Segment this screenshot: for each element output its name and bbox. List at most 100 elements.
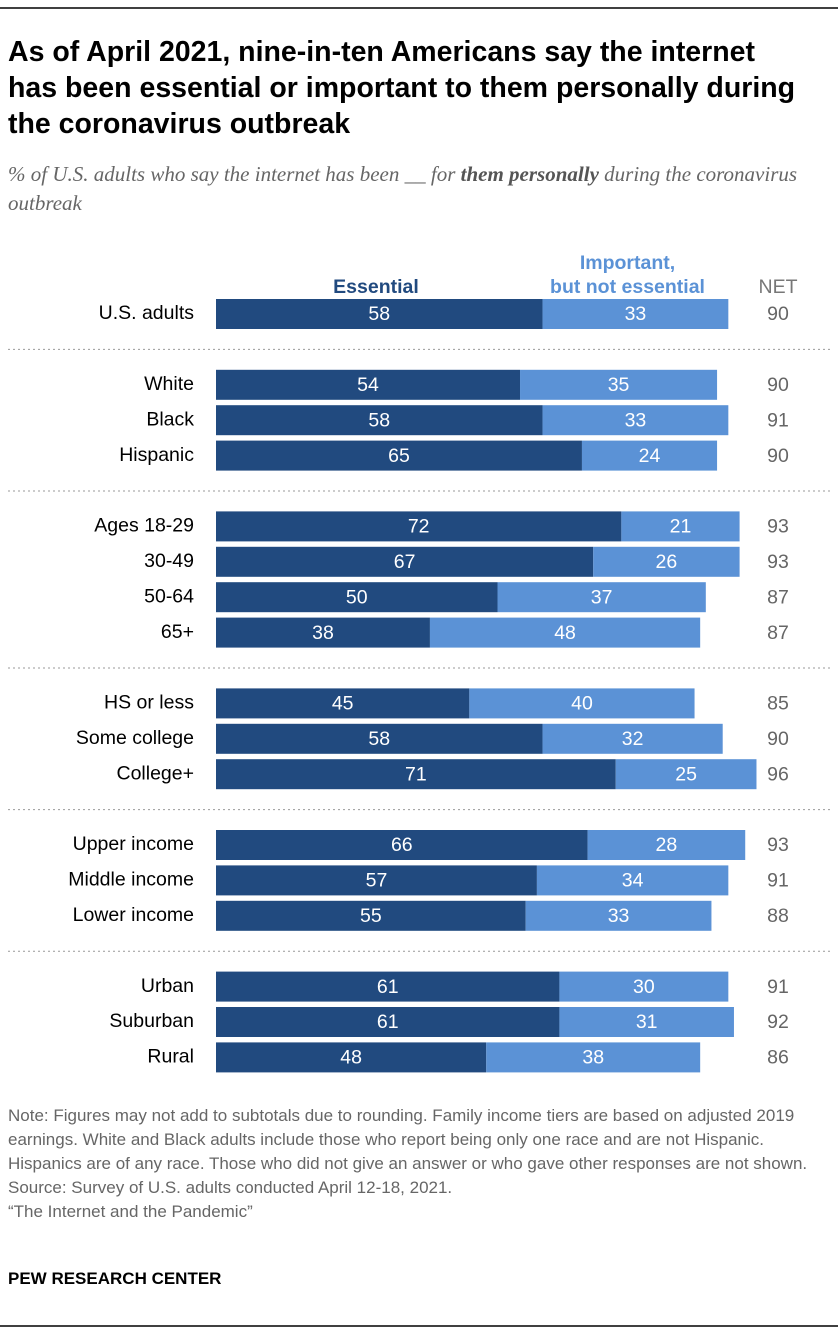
value-label: 34	[622, 870, 644, 892]
net-value: 88	[767, 905, 789, 927]
category-label: Black	[146, 408, 194, 430]
category-label: Urban	[141, 975, 194, 997]
credit: PEW RESEARCH CENTER	[8, 1269, 222, 1288]
value-label: 61	[377, 976, 399, 998]
net-value: 91	[767, 870, 789, 892]
value-label: 61	[377, 1011, 399, 1033]
value-label: 33	[625, 303, 647, 325]
value-label: 38	[582, 1047, 604, 1069]
value-label: 45	[332, 693, 354, 715]
value-label: 66	[391, 834, 413, 856]
value-label: 32	[622, 728, 644, 750]
bar-segment	[216, 369, 521, 400]
bar-segment	[216, 830, 588, 860]
value-label: 55	[360, 905, 382, 927]
note-text: Note: Figures may not add to subtotals d…	[8, 1106, 808, 1173]
category-label: Lower income	[73, 904, 194, 926]
bar-segment	[216, 971, 560, 1002]
value-label: 50	[346, 586, 368, 608]
source: Source: Survey of U.S. adults conducted …	[8, 1178, 453, 1197]
bar-segment	[520, 369, 718, 400]
net-value: 87	[767, 586, 789, 608]
bar-segment	[542, 405, 729, 436]
category-label: Hispanic	[119, 444, 194, 466]
bar-segment	[593, 546, 740, 577]
value-label: 31	[636, 1011, 658, 1033]
net-value: 85	[767, 693, 789, 715]
bar-segment	[559, 1007, 734, 1037]
bar-segment	[216, 617, 430, 648]
value-label: 65	[388, 445, 410, 467]
bar-segment	[216, 405, 543, 436]
category-label: 50-64	[144, 585, 194, 607]
value-label: 38	[312, 622, 334, 644]
net-value: 87	[767, 622, 789, 644]
category-label: College+	[116, 762, 194, 784]
bar-segment	[536, 865, 729, 896]
net-value: 90	[767, 728, 789, 750]
category-label: Upper income	[73, 833, 194, 855]
bar-segment	[216, 723, 543, 754]
bar-segment	[216, 759, 616, 790]
category-label: Ages 18-29	[94, 515, 194, 537]
category-label: Rural	[147, 1046, 194, 1068]
net-value: 92	[767, 1011, 789, 1033]
value-label: 33	[625, 409, 647, 431]
bar-segment	[581, 440, 718, 471]
category-label: 65+	[161, 621, 194, 643]
bar-segment	[542, 299, 729, 329]
bar-segment	[216, 1007, 560, 1037]
value-label: 24	[639, 445, 661, 467]
value-label: 72	[408, 516, 430, 538]
net-value: 93	[767, 834, 789, 856]
chart-title: As of April 2021, nine-in-ten Americans …	[8, 36, 796, 140]
bar-segment	[216, 546, 594, 577]
net-value: 86	[767, 1047, 789, 1069]
value-label: 28	[656, 834, 678, 856]
bar-segment	[216, 440, 582, 471]
bar-segment	[525, 900, 712, 931]
net-value: 90	[767, 374, 789, 396]
bar-segment	[469, 688, 695, 719]
value-label: 71	[405, 763, 427, 785]
value-label: 58	[368, 409, 390, 431]
bar-segment	[216, 1042, 487, 1073]
net-header: NET	[758, 276, 798, 298]
value-label: 67	[394, 551, 416, 573]
value-label: 21	[670, 516, 692, 538]
net-value: 90	[767, 303, 789, 325]
net-value: 91	[767, 409, 789, 431]
bar-segment	[559, 971, 729, 1002]
value-label: 58	[368, 303, 390, 325]
value-label: 40	[571, 693, 593, 715]
category-label: U.S. adults	[99, 302, 195, 324]
bar-segment	[216, 299, 543, 329]
report-title: “The Internet and the Pandemic”	[8, 1202, 253, 1221]
net-value: 93	[767, 516, 789, 538]
bar-segment	[429, 617, 701, 648]
net-value: 93	[767, 551, 789, 573]
bar-segment	[216, 582, 498, 613]
net-value: 90	[767, 445, 789, 467]
category-label: Some college	[76, 727, 194, 749]
subtitle-text: during the coronavirus outbreak	[8, 162, 798, 215]
bar-segment	[497, 582, 706, 613]
value-label: 37	[591, 586, 613, 608]
bar-segment	[216, 900, 526, 931]
note: Note: Figures may not add to subtotals d…	[8, 1104, 823, 1224]
value-label: 54	[357, 374, 379, 396]
value-label: 48	[554, 622, 576, 644]
net-value: 91	[767, 976, 789, 998]
subtitle-emphasis: them personally	[460, 162, 599, 186]
category-label: HS or less	[104, 692, 194, 714]
value-label: 33	[608, 905, 630, 927]
category-label: Suburban	[109, 1010, 194, 1032]
category-label: 30-49	[144, 550, 194, 572]
legend-entry: Essential	[333, 276, 419, 298]
subtitle-text: % of U.S. adults who say the internet ha…	[8, 162, 461, 186]
value-label: 26	[656, 551, 678, 573]
bar-segment	[621, 511, 740, 542]
value-label: 57	[366, 870, 388, 892]
value-label: 25	[675, 763, 697, 785]
